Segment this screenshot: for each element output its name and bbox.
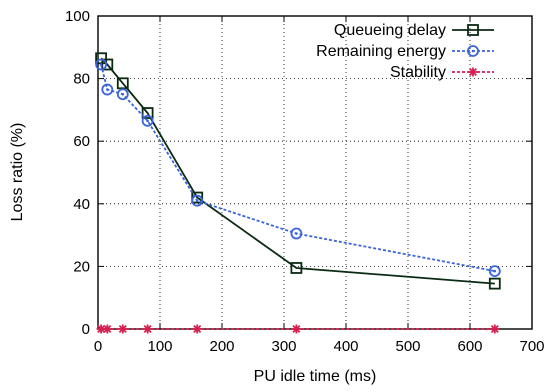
marker-ring bbox=[488, 265, 501, 277]
marker-ring bbox=[95, 58, 107, 71]
legend-label: Stability bbox=[390, 64, 446, 81]
data-point bbox=[192, 324, 202, 334]
data-point bbox=[488, 265, 501, 277]
data-point bbox=[101, 83, 114, 96]
y-tick-label: 100 bbox=[65, 8, 90, 25]
y-tick-label: 20 bbox=[73, 258, 90, 275]
legend: Queueing delay Remaining energy Stability bbox=[316, 22, 494, 81]
marker-dot bbox=[106, 88, 109, 91]
series-line bbox=[100, 57, 495, 285]
y-tick-label: 40 bbox=[73, 196, 90, 213]
data-point bbox=[141, 114, 154, 127]
y-tick-label: 0 bbox=[82, 321, 90, 338]
data-point bbox=[141, 107, 154, 119]
marker-ring bbox=[290, 227, 303, 240]
marker-stroke bbox=[143, 324, 152, 334]
marker-dot bbox=[121, 92, 125, 96]
marker-stroke bbox=[118, 324, 127, 334]
marker-ring bbox=[101, 83, 114, 96]
legend-swatch-marker bbox=[468, 67, 478, 77]
axis-ticks: 0 100 200 300 400 500 600 700 0 20 40 60 80 100 bbox=[65, 8, 545, 355]
data-point bbox=[102, 324, 112, 334]
marker-stroke bbox=[103, 324, 112, 334]
x-tick-label: 700 bbox=[519, 338, 544, 355]
data-point bbox=[291, 324, 301, 334]
series-layer bbox=[95, 52, 501, 334]
y-axis-label: Loss ratio (%) bbox=[9, 123, 26, 222]
x-tick-label: 0 bbox=[94, 338, 102, 355]
x-tick-label: 300 bbox=[271, 338, 296, 355]
marker-dot bbox=[146, 119, 149, 123]
legend-label: Remaining energy bbox=[316, 43, 446, 60]
x-tick-label: 400 bbox=[333, 338, 358, 355]
data-point bbox=[290, 227, 303, 240]
legend-item: Queueing delay bbox=[334, 22, 494, 39]
marker-stroke bbox=[97, 324, 106, 334]
series-remaining-energy bbox=[95, 58, 501, 277]
data-point bbox=[490, 324, 500, 334]
x-tick-label: 100 bbox=[147, 338, 172, 355]
marker-ring bbox=[191, 194, 204, 207]
marker-ring bbox=[141, 114, 154, 127]
marker-dot bbox=[471, 49, 475, 53]
x-axis-label: PU idle time (ms) bbox=[254, 368, 377, 385]
marker-dot bbox=[99, 63, 103, 66]
legend-swatch-marker bbox=[467, 45, 479, 57]
marker-ring bbox=[116, 88, 129, 101]
data-point bbox=[116, 77, 129, 90]
marker-stroke bbox=[468, 67, 478, 77]
data-point bbox=[143, 324, 153, 334]
y-tick-label: 80 bbox=[73, 71, 90, 88]
x-tick-label: 500 bbox=[395, 338, 420, 355]
grid bbox=[98, 16, 532, 329]
legend-item: Stability bbox=[390, 64, 494, 81]
data-point bbox=[95, 58, 107, 71]
plot-frame bbox=[97, 15, 533, 330]
marker-stroke bbox=[193, 324, 202, 334]
data-point bbox=[488, 277, 501, 290]
data-point bbox=[116, 88, 129, 101]
marker-dot bbox=[195, 199, 199, 202]
legend-item: Remaining energy bbox=[316, 43, 494, 60]
data-point bbox=[191, 194, 204, 207]
series-queueing-delay bbox=[95, 52, 501, 290]
marker-stroke bbox=[490, 324, 499, 334]
legend-label: Queueing delay bbox=[334, 22, 446, 39]
marker-ring bbox=[467, 45, 479, 57]
legend-swatch-marker bbox=[467, 24, 479, 36]
y-tick-label: 60 bbox=[73, 133, 90, 150]
x-tick-label: 600 bbox=[457, 338, 482, 355]
marker-dot bbox=[493, 269, 497, 273]
marker-stroke bbox=[292, 324, 301, 334]
marker-dot bbox=[295, 232, 298, 235]
series-stability bbox=[96, 324, 500, 334]
data-point bbox=[118, 324, 128, 334]
x-tick-label: 200 bbox=[209, 338, 234, 355]
data-point bbox=[290, 262, 303, 274]
